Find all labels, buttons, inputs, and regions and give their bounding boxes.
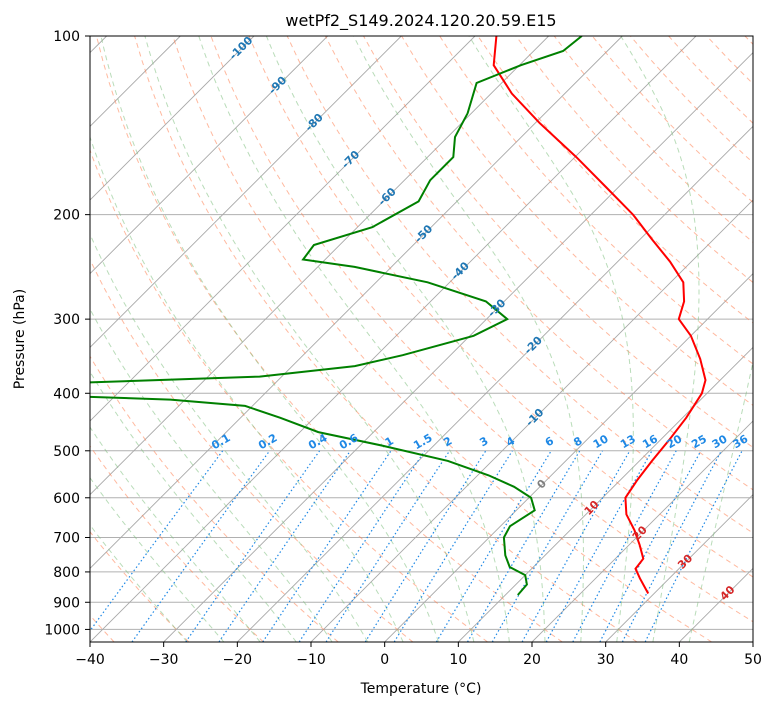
moist-adiabat bbox=[90, 135, 404, 642]
mixing-ratio-line bbox=[298, 450, 426, 642]
mixing-ratio-line bbox=[90, 450, 224, 632]
dry-adiabat bbox=[401, 36, 753, 407]
axis-layer: −40 −30 −20 −10 0 10 20 30 40 50 100 200 300 400 500 60… bbox=[44, 29, 762, 668]
isotherm-line bbox=[90, 36, 623, 569]
isotherm-line bbox=[90, 36, 549, 496]
mixing-ratio-line bbox=[644, 450, 743, 642]
dry-adiabat bbox=[90, 530, 190, 642]
isotherm-line bbox=[90, 36, 476, 422]
x-tick-label: −10 bbox=[296, 652, 326, 668]
y-tick-label: 600 bbox=[53, 491, 80, 507]
mixing-ratio-line bbox=[185, 450, 321, 642]
chart-title: wetPf2_S149.2024.120.20.59.E15 bbox=[285, 11, 556, 31]
isotherm-line bbox=[90, 36, 402, 348]
y-tick-label: 200 bbox=[53, 208, 80, 224]
y-axis-label: Pressure (hPa) bbox=[12, 289, 28, 389]
isotherm-line bbox=[237, 125, 753, 642]
temperature-profile-line bbox=[492, 36, 707, 594]
moist-adiabat bbox=[90, 232, 369, 642]
mixing-ratio-line bbox=[131, 450, 271, 642]
y-tick-label: 900 bbox=[53, 595, 80, 611]
x-tick-label: 0 bbox=[380, 652, 389, 668]
y-tick-label: 100 bbox=[53, 29, 80, 45]
isotherm-line bbox=[163, 52, 753, 642]
dry-adiabat bbox=[172, 36, 712, 642]
y-tick-label: 300 bbox=[53, 312, 80, 328]
moist-adiabat bbox=[144, 36, 475, 642]
isotherm-line bbox=[90, 36, 328, 275]
x-tick-label: 20 bbox=[523, 652, 541, 668]
y-tick-label: 400 bbox=[53, 386, 80, 402]
dry-adiabat bbox=[90, 445, 264, 642]
x-tick-label: −40 bbox=[75, 652, 105, 668]
moist-adiabat bbox=[265, 36, 546, 642]
moist-adiabat bbox=[353, 36, 584, 642]
mixing-ratio-line bbox=[218, 450, 351, 642]
dry-adiabat bbox=[90, 258, 414, 642]
x-tick-label: −30 bbox=[149, 652, 179, 668]
moist-adiabat bbox=[620, 36, 700, 642]
dry-adiabat bbox=[134, 36, 638, 642]
dry-adiabat bbox=[515, 36, 753, 284]
y-tick-label: 500 bbox=[53, 444, 80, 460]
dry-adiabat bbox=[90, 355, 339, 642]
mixing-ratio-line bbox=[572, 450, 677, 642]
isotherm-line bbox=[90, 36, 697, 642]
plot-frame bbox=[89, 35, 754, 643]
isotherm-line bbox=[531, 420, 753, 642]
moist-adiabat bbox=[90, 524, 188, 642]
isotherm-line bbox=[384, 273, 753, 642]
dry-adiabat bbox=[286, 36, 753, 534]
x-tick-label: −20 bbox=[223, 652, 253, 668]
isotherm-line bbox=[605, 494, 753, 642]
x-tick-label: 10 bbox=[449, 652, 467, 668]
mixing-ratio-line bbox=[262, 450, 392, 642]
moist-adiabat bbox=[90, 476, 225, 642]
x-tick-label: 30 bbox=[597, 652, 615, 668]
x-tick-label: 50 bbox=[744, 652, 762, 668]
moist-adiabat bbox=[90, 370, 297, 642]
mixing-ratio-line bbox=[325, 450, 451, 642]
moist-adiabat bbox=[90, 426, 261, 642]
mixing-ratio-line bbox=[364, 450, 487, 642]
dry-adiabat bbox=[210, 36, 753, 623]
y-tick-label: 800 bbox=[53, 565, 80, 581]
isotherm-line bbox=[458, 346, 753, 642]
grid-layer bbox=[90, 36, 753, 642]
x-axis-label: Temperature (°C) bbox=[360, 681, 482, 697]
data-layer bbox=[90, 36, 707, 596]
y-tick-label: 700 bbox=[53, 531, 80, 547]
x-tick-label: 40 bbox=[670, 652, 688, 668]
isotherm-line bbox=[90, 36, 255, 201]
dry-adiabat bbox=[248, 36, 753, 578]
dry-adiabat bbox=[96, 36, 563, 642]
mixing-ratio-line bbox=[521, 450, 631, 642]
dewpoint-profile-line bbox=[90, 36, 583, 596]
moist-adiabat bbox=[100, 36, 439, 642]
dry-adiabat bbox=[90, 148, 488, 642]
y-tick-label: 1000 bbox=[44, 622, 80, 638]
